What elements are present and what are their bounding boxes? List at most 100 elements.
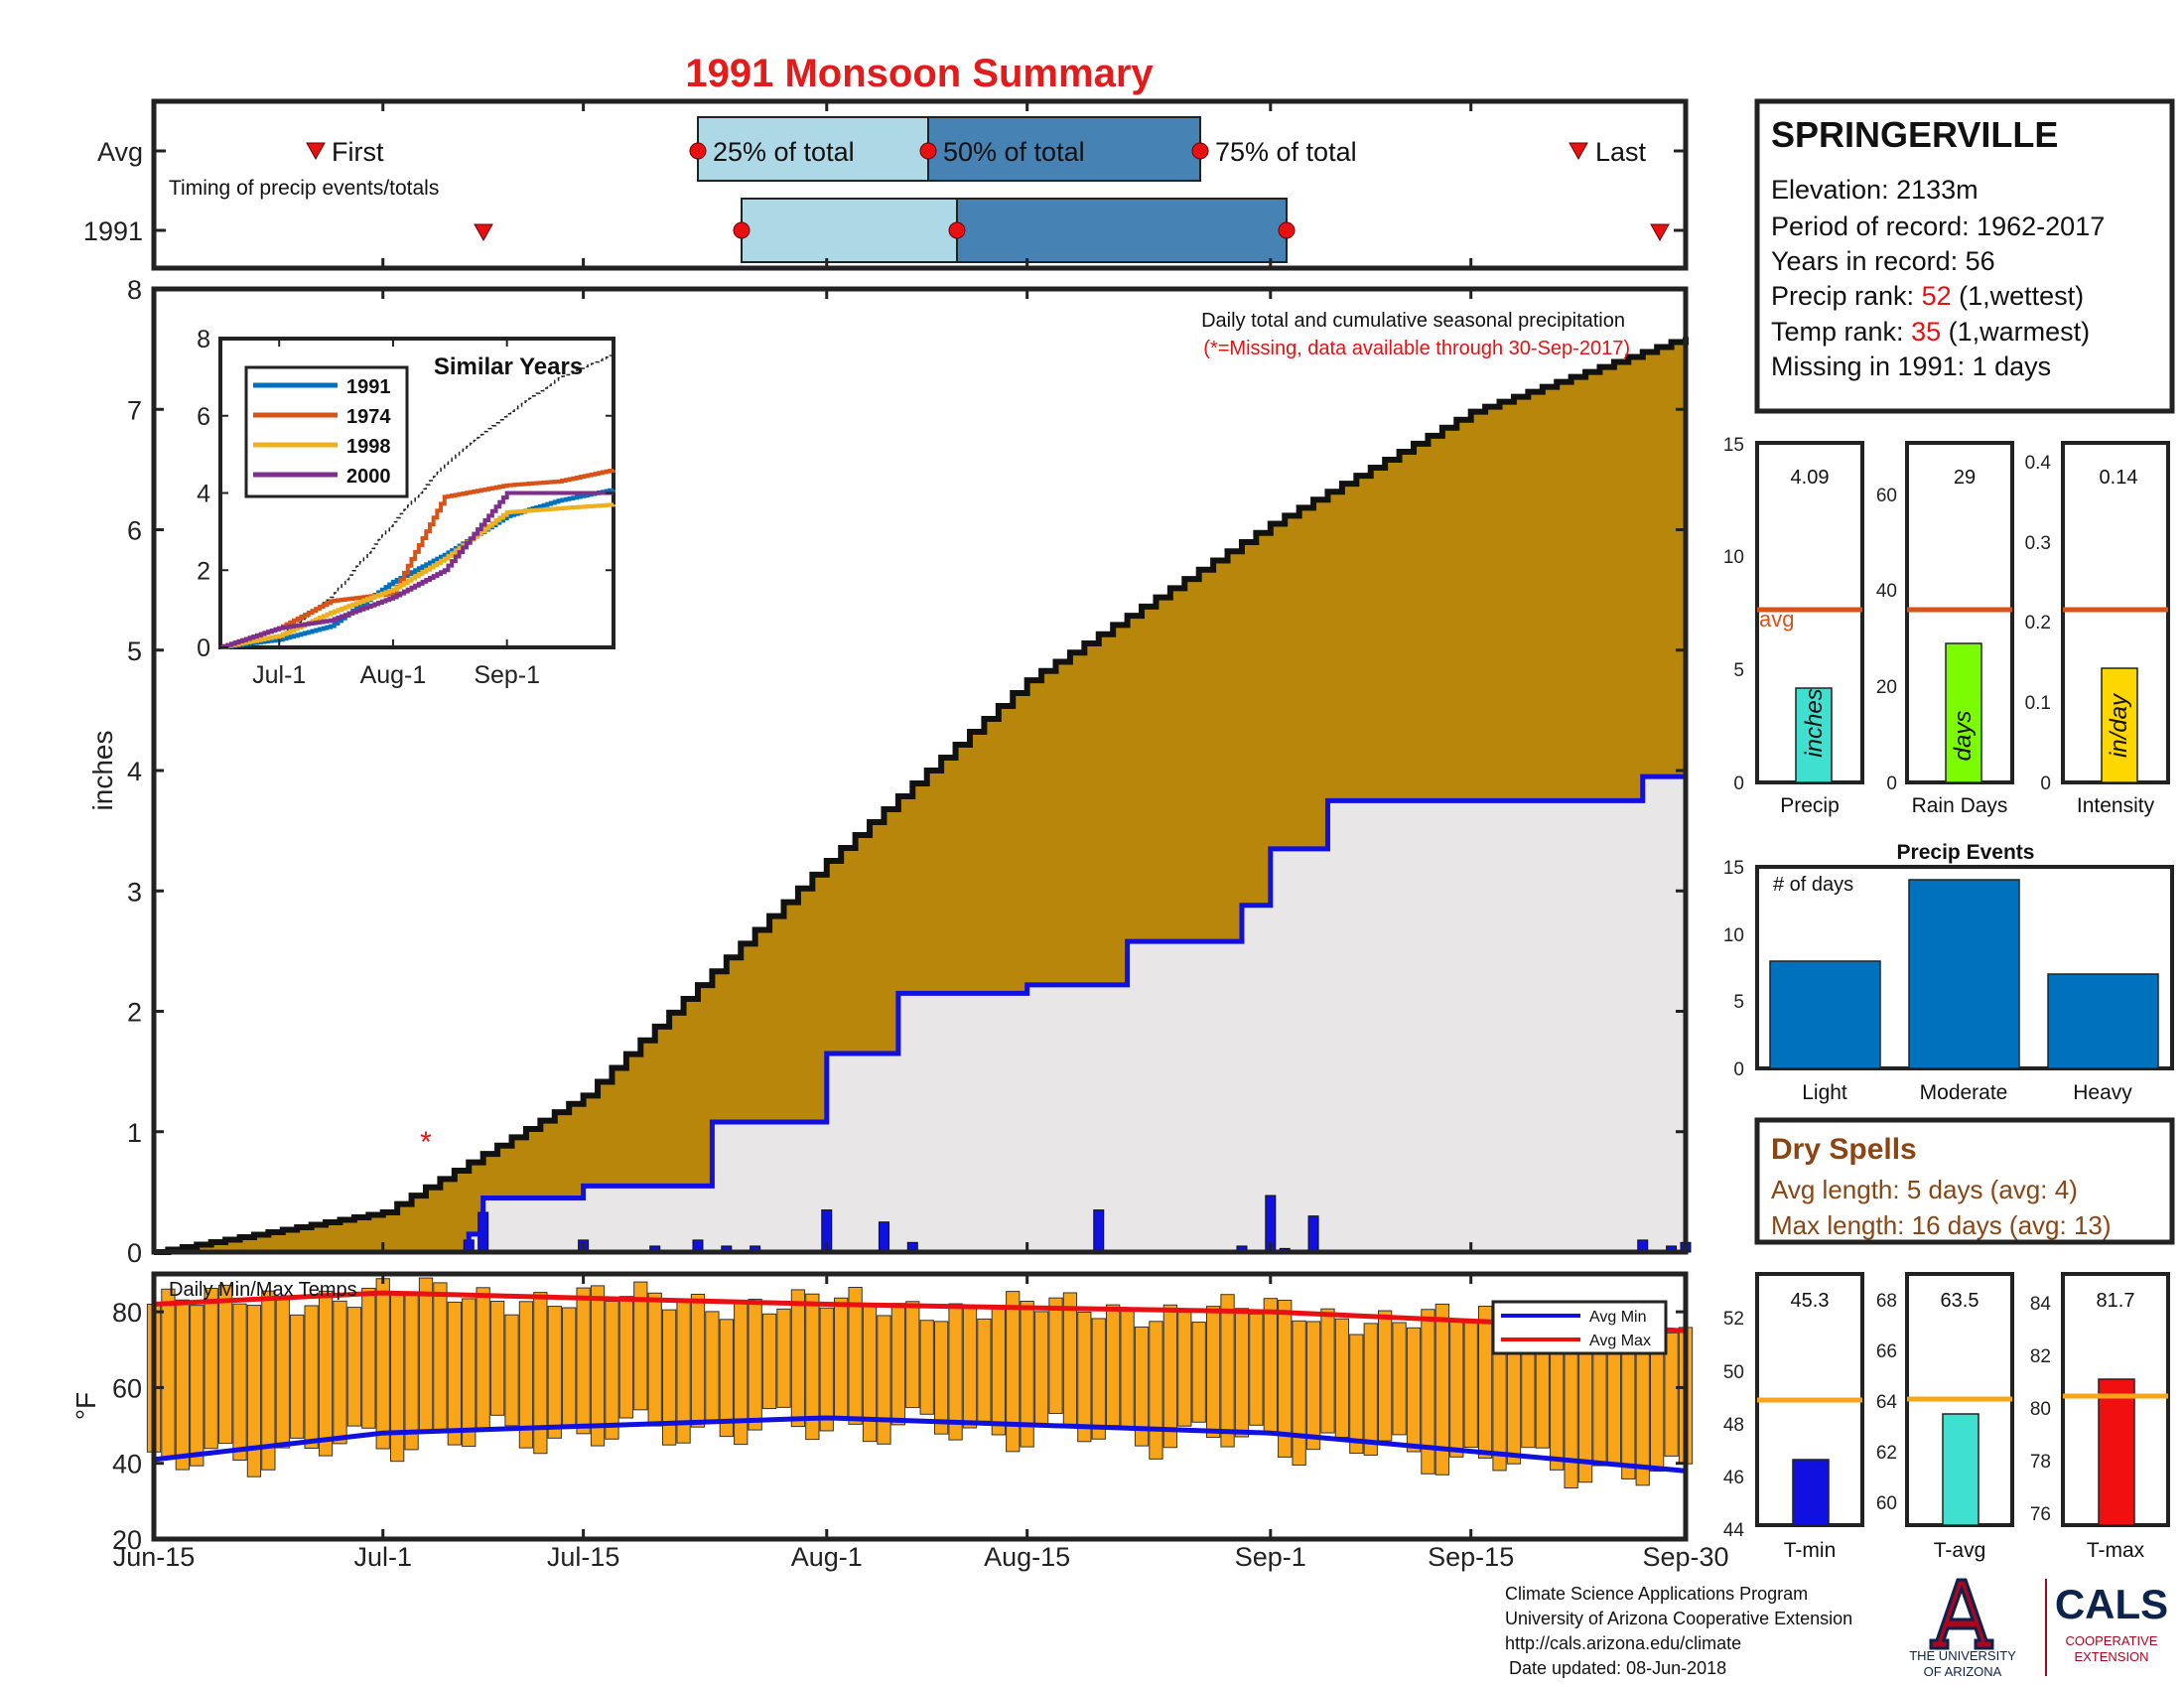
daily-temp-bar: [848, 1287, 863, 1425]
daily-temp-bar: [404, 1294, 419, 1451]
station-years: Years in record: 56: [1771, 246, 1995, 276]
station-info-box: SPRINGERVILLE Elevation: 2133m Period of…: [1754, 98, 2175, 414]
daily-temp-bar: [1278, 1299, 1293, 1458]
precip-value: 4.09: [1791, 467, 1830, 489]
daily-temp-bar: [1406, 1327, 1422, 1453]
events-ytick-5: 5: [1733, 992, 1744, 1013]
legend-label-avg-max: Avg Max: [1589, 1333, 1651, 1349]
daily-temp-bar: [1564, 1343, 1578, 1489]
daily-temp-bar: [890, 1303, 906, 1426]
daily-temp-bar: [776, 1308, 791, 1408]
daily-temp-bar: [1205, 1306, 1221, 1439]
inset-line-1974: [220, 468, 615, 649]
year-25-marker: [733, 221, 751, 239]
year-50-marker: [948, 221, 966, 239]
main-ytick-label: 6: [127, 516, 142, 546]
daily-temp-bar: [246, 1305, 262, 1477]
precip-rank-line: Precip rank: 52 (1,wettest): [1771, 281, 2084, 311]
daily-temp-bar: [761, 1313, 777, 1410]
tmin-ytick-50: 50: [1723, 1362, 1744, 1383]
station-missing: Missing in 1991: 1 days: [1771, 352, 2051, 381]
precip-ytick-5: 5: [1733, 660, 1744, 681]
tavg-value: 63.5: [1941, 1290, 1979, 1312]
temp-rank-line: Temp rank: 35 (1,warmest): [1771, 317, 2090, 347]
daily-temp-bar: [933, 1321, 949, 1435]
inset-ytick-label: 2: [197, 557, 210, 585]
inset-ytick-label: 0: [197, 634, 210, 662]
tmax-label: T-max: [2087, 1539, 2145, 1562]
legend-label-2000: 2000: [346, 466, 391, 488]
daily-temp-bar: [462, 1298, 477, 1448]
tmax-ytick-82: 82: [2030, 1346, 2051, 1367]
daily-temp-bar: [834, 1297, 849, 1420]
footer-credits: Climate Science Applications Program Uni…: [1505, 1584, 1852, 1678]
station-elevation: Elevation: 2133m: [1771, 175, 1979, 205]
daily-temp-bar: [819, 1307, 834, 1432]
events-title: Precip Events: [1897, 841, 2035, 864]
tavg-ytick-64: 64: [1876, 1392, 1898, 1413]
dry-spells-max: Max length: 16 days (avg: 13): [1771, 1210, 2112, 1240]
x-tick-label: Sep-30: [1642, 1542, 1728, 1572]
tmin-ytick-46: 46: [1723, 1468, 1744, 1488]
daily-temp-bar: [962, 1305, 978, 1429]
year-75-marker: [1278, 221, 1296, 239]
avg-25-marker: [689, 142, 707, 160]
main-ytick-label: 5: [127, 636, 142, 666]
events-cat-heavy: Heavy: [2073, 1081, 2132, 1104]
footer-line-2: University of Arizona Cooperative Extens…: [1505, 1609, 1852, 1628]
cals-logo-text: CALS: [2055, 1581, 2168, 1627]
timing-caption: Timing of precip events/totals: [169, 177, 439, 200]
inset-xtick-label: Jul-1: [252, 661, 306, 689]
daily-temp-bar: [661, 1309, 677, 1446]
intensity-value: 0.14: [2100, 467, 2138, 489]
temp-rank-note: (1,warmest): [1941, 317, 2090, 347]
daily-temp-bar: [261, 1290, 276, 1471]
intensity-ytick-04: 0.4: [2025, 453, 2052, 474]
events-ytick-0: 0: [1733, 1059, 1744, 1080]
daily-temp-bar: [1263, 1298, 1278, 1435]
x-tick-label: Jul-1: [353, 1542, 412, 1572]
daily-temp-bar: [1162, 1304, 1178, 1449]
raindays-bar: [1945, 642, 1982, 783]
coop-ext-line-2: EXTENSION: [2074, 1649, 2148, 1664]
year-25-50-box: [741, 198, 958, 263]
daily-temp-bar: [1006, 1291, 1021, 1453]
inset-ytick-label: 4: [197, 481, 210, 508]
daily-temp-bar: [346, 1307, 362, 1427]
avg-25-50-box: [697, 116, 929, 182]
temperature-panel: Daily Min/Max Temps Avg Min Avg Max 2040…: [70, 289, 1729, 1572]
inset-average-dashed-line: [220, 353, 614, 648]
tmax-ytick-80: 80: [2030, 1399, 2051, 1420]
daily-temp-bar: [1191, 1322, 1206, 1423]
precip-label: Precip: [1780, 794, 1840, 817]
daily-temp-bar: [719, 1319, 734, 1438]
daily-temp-bar: [1477, 1306, 1493, 1459]
inset-lines: [220, 468, 615, 649]
daily-temp-bar: [489, 1301, 505, 1416]
main-ytick-label: 0: [127, 1238, 142, 1268]
daily-temp-bar: [790, 1289, 806, 1428]
similar-years-inset: Similar Years 1991 1974 1998 2000 0 2 4 6 8 J…: [197, 326, 615, 689]
raindays-ytick-60: 60: [1876, 486, 1897, 506]
avg-50-marker: [919, 142, 937, 160]
daily-temp-bar: [433, 1282, 448, 1433]
daily-temp-bar: [375, 1278, 390, 1450]
daily-temp-bar: [590, 1285, 606, 1447]
precip-ytick-15: 15: [1723, 435, 1744, 456]
daily-temp-bar: [605, 1300, 619, 1440]
last-label: Last: [1595, 137, 1647, 167]
timing-panel: First Last 25% of total 50% of total 75%…: [83, 98, 1689, 271]
precip-bar: [1795, 687, 1833, 783]
tavg-ytick-66: 66: [1876, 1341, 1897, 1362]
dry-spells-frame: [1754, 1117, 2175, 1245]
x-tick-label: Sep-1: [1235, 1542, 1306, 1572]
inset-ticks: 0 2 4 6 8 Jul-1 Aug-1 Sep-1: [197, 326, 614, 689]
daily-temp-bar: [1077, 1311, 1092, 1443]
daily-temp-bar: [562, 1307, 577, 1427]
precip-ytick-10: 10: [1723, 547, 1744, 568]
year-cumulative-line: [154, 760, 1689, 1255]
daily-temp-bar: [748, 1298, 762, 1431]
daily-temp-bar: [390, 1293, 405, 1463]
avg-last-triangle: [1569, 142, 1588, 161]
